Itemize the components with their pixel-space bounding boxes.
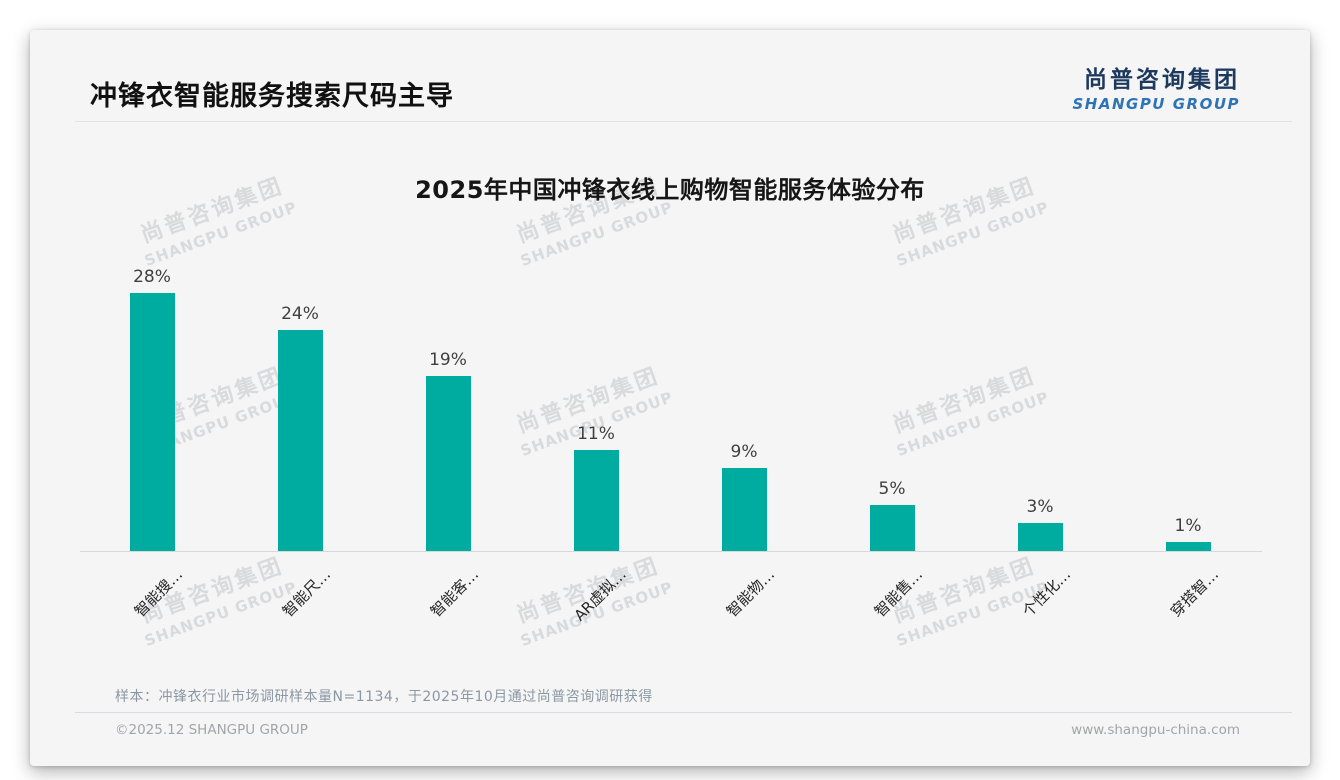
- bar-value-label: 11%: [577, 424, 615, 444]
- x-axis-label: 穿搭智…: [1166, 565, 1223, 621]
- bar-value-label: 9%: [730, 442, 758, 462]
- logo-chinese-name: 尚普咨询集团: [1084, 67, 1240, 93]
- sample-note: 样本：冲锋衣行业市场调研样本量N=1134，于2025年10月通过尚普咨询调研获…: [115, 689, 653, 705]
- footer-website: www.shangpu-china.com: [1071, 722, 1240, 738]
- x-axis-line: [80, 551, 1262, 552]
- x-axis-label: 智能尺…: [278, 565, 335, 621]
- slide-card: 尚普咨询集团 SHANGPU GROUP 尚普咨询集团 SHANGPU GROUP 尚普…: [30, 30, 1310, 766]
- x-axis-label: 个性化…: [1018, 565, 1075, 621]
- x-axis-label: AR虚拟…: [570, 565, 631, 625]
- bar-value-label: 3%: [1026, 497, 1054, 517]
- bar-4: [573, 450, 619, 551]
- bar-value-label: 28%: [133, 267, 171, 287]
- x-axis-label: 智能物…: [722, 565, 779, 621]
- bar-6: [869, 505, 915, 551]
- bar-3: [425, 376, 471, 551]
- bar-chart: 28% 智能搜… 24% 智能尺… 19% 智能客… 11% AR虚拟… 9% 智能物… 5% 智能售…: [30, 30, 1310, 766]
- x-axis-label: 智能客…: [426, 565, 483, 621]
- footer-copyright: ©2025.12 SHANGPU GROUP: [115, 722, 308, 738]
- footer-divider: [75, 712, 1292, 713]
- bar-value-label: 5%: [878, 479, 906, 499]
- bar-5: [721, 468, 767, 551]
- title-divider: [75, 121, 1292, 122]
- x-axis-label: 智能搜…: [130, 565, 187, 621]
- company-logo: 尚普咨询集团 SHANGPU GROUP: [1072, 60, 1240, 113]
- page-title: 冲锋衣智能服务搜索尺码主导: [90, 81, 454, 112]
- bar-value-label: 1%: [1174, 516, 1202, 536]
- bar-8: [1165, 542, 1211, 551]
- x-axis-label: 智能售…: [870, 565, 927, 621]
- bar-value-label: 24%: [281, 304, 319, 324]
- bar-value-label: 19%: [429, 350, 467, 370]
- bar-7: [1017, 523, 1063, 551]
- chart-title: 2025年中国冲锋衣线上购物智能服务体验分布: [415, 176, 925, 204]
- logo-english-name: SHANGPU GROUP: [1072, 95, 1240, 113]
- bar-1: [129, 293, 175, 551]
- bar-2: [277, 330, 323, 551]
